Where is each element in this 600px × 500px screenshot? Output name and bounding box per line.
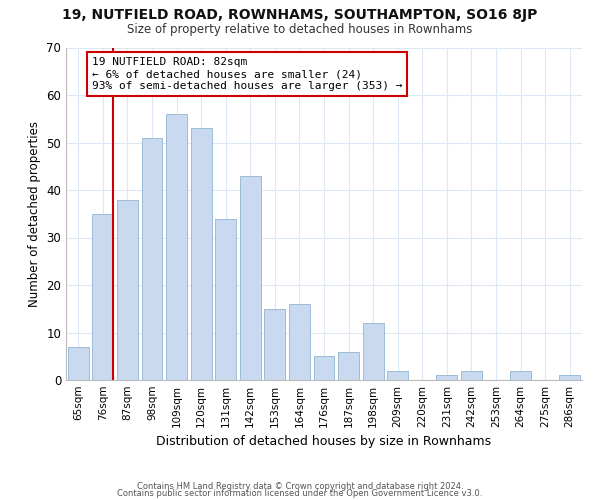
Bar <box>314 356 334 380</box>
Bar <box>387 370 408 380</box>
Y-axis label: Number of detached properties: Number of detached properties <box>28 120 41 306</box>
Text: Contains public sector information licensed under the Open Government Licence v3: Contains public sector information licen… <box>118 489 482 498</box>
Bar <box>142 138 163 380</box>
Bar <box>240 176 261 380</box>
Text: 19, NUTFIELD ROAD, ROWNHAMS, SOUTHAMPTON, SO16 8JP: 19, NUTFIELD ROAD, ROWNHAMS, SOUTHAMPTON… <box>62 8 538 22</box>
Bar <box>92 214 113 380</box>
Text: Size of property relative to detached houses in Rownhams: Size of property relative to detached ho… <box>127 22 473 36</box>
Bar <box>461 370 482 380</box>
Bar <box>166 114 187 380</box>
Bar <box>191 128 212 380</box>
Bar <box>289 304 310 380</box>
Bar <box>117 200 138 380</box>
Text: Contains HM Land Registry data © Crown copyright and database right 2024.: Contains HM Land Registry data © Crown c… <box>137 482 463 491</box>
Bar <box>265 308 286 380</box>
Bar <box>436 375 457 380</box>
Bar <box>510 370 531 380</box>
Bar <box>68 347 89 380</box>
Text: 19 NUTFIELD ROAD: 82sqm
← 6% of detached houses are smaller (24)
93% of semi-det: 19 NUTFIELD ROAD: 82sqm ← 6% of detached… <box>92 58 403 90</box>
Bar <box>338 352 359 380</box>
Bar <box>215 218 236 380</box>
Bar <box>559 375 580 380</box>
Bar <box>362 323 383 380</box>
X-axis label: Distribution of detached houses by size in Rownhams: Distribution of detached houses by size … <box>157 436 491 448</box>
